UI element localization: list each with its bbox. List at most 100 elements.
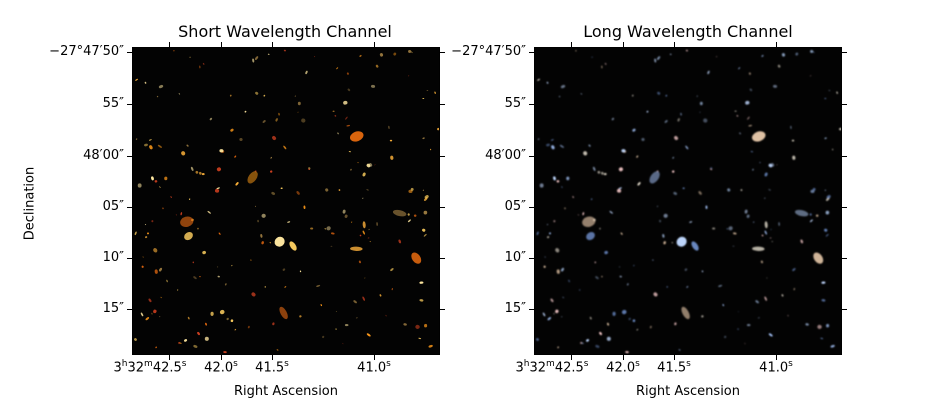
galaxy-source <box>391 287 394 291</box>
galaxy-source <box>159 186 161 188</box>
galaxy-source <box>586 339 590 342</box>
galaxy-source <box>403 323 407 326</box>
galaxy-source <box>771 240 773 243</box>
galaxy-source <box>673 191 678 195</box>
galaxy-source <box>787 314 789 317</box>
galaxy-source <box>551 145 555 150</box>
ra-tick-label: 41.0s <box>759 359 793 376</box>
galaxy-source <box>737 311 740 312</box>
ra-tick-top <box>374 42 375 47</box>
galaxy-source <box>699 101 703 106</box>
galaxy-source <box>680 112 682 116</box>
galaxy-source <box>287 221 291 223</box>
galaxy-source <box>559 144 564 148</box>
galaxy-source <box>749 88 753 92</box>
galaxy-source <box>370 84 376 88</box>
galaxy-source <box>374 164 376 166</box>
dec-tick-label: 15″ <box>504 301 526 316</box>
galaxy-source <box>556 269 560 274</box>
galaxy-source <box>740 189 743 191</box>
galaxy-source <box>279 306 288 320</box>
galaxy-source <box>289 241 297 251</box>
galaxy-source <box>824 189 827 191</box>
galaxy-source <box>618 266 621 268</box>
galaxy-source <box>710 167 713 170</box>
galaxy-source <box>607 322 609 326</box>
galaxy-source <box>166 279 169 283</box>
galaxy-source <box>216 167 221 172</box>
galaxy-source <box>792 268 796 272</box>
left-image-frame <box>132 47 440 355</box>
galaxy-source <box>151 176 154 181</box>
galaxy-source <box>636 328 639 331</box>
galaxy-source <box>349 131 364 142</box>
galaxy-source <box>202 250 206 255</box>
galaxy-source <box>342 342 344 345</box>
dec-tick-label: −27°47′50″ <box>49 44 124 59</box>
galaxy-source <box>555 309 559 314</box>
galaxy-source <box>592 166 596 172</box>
galaxy-source <box>805 323 809 326</box>
galaxy-source <box>768 163 773 168</box>
galaxy-source <box>426 90 429 91</box>
ra-tick-label: 41.5s <box>657 359 691 376</box>
galaxy-source <box>703 118 708 123</box>
galaxy-source <box>419 281 424 284</box>
dec-tick <box>529 104 534 105</box>
galaxy-source <box>759 161 761 164</box>
galaxy-source <box>154 269 158 274</box>
galaxy-source <box>376 222 378 226</box>
galaxy-source <box>178 341 181 345</box>
galaxy-source <box>430 148 432 151</box>
galaxy-source <box>331 232 335 235</box>
galaxy-source <box>769 237 772 239</box>
galaxy-source <box>209 117 213 121</box>
galaxy-source <box>601 65 603 69</box>
ra-tick-label: 42.0s <box>606 359 640 376</box>
galaxy-source <box>332 110 335 112</box>
galaxy-source <box>255 56 259 60</box>
galaxy-source <box>310 227 314 230</box>
galaxy-source <box>263 94 266 97</box>
galaxy-source <box>665 94 668 97</box>
galaxy-source <box>718 284 723 287</box>
galaxy-source <box>398 239 402 244</box>
galaxy-source <box>684 268 688 271</box>
galaxy-source <box>582 212 585 216</box>
galaxy-source <box>180 212 183 216</box>
galaxy-source <box>239 138 243 142</box>
galaxy-source <box>392 209 407 217</box>
galaxy-source <box>355 317 358 319</box>
galaxy-source <box>558 95 561 98</box>
galaxy-source <box>546 236 550 239</box>
galaxy-source <box>712 227 716 230</box>
galaxy-source <box>175 214 178 216</box>
galaxy-source <box>745 100 750 105</box>
galaxy-source <box>707 70 710 75</box>
galaxy-source <box>147 232 149 235</box>
galaxy-source <box>595 276 599 280</box>
galaxy-source <box>193 344 198 348</box>
galaxy-source <box>791 139 795 142</box>
left-sky-image <box>133 48 439 354</box>
galaxy-source <box>193 276 197 280</box>
galaxy-source <box>272 135 277 141</box>
galaxy-source <box>768 333 773 337</box>
galaxy-source <box>415 324 420 329</box>
galaxy-source <box>631 94 634 97</box>
galaxy-source <box>772 84 778 88</box>
galaxy-source <box>727 188 731 192</box>
galaxy-source <box>330 245 333 247</box>
galaxy-source <box>582 216 596 228</box>
galaxy-source <box>154 180 158 183</box>
galaxy-source <box>633 264 635 267</box>
galaxy-source <box>393 52 397 56</box>
galaxy-source <box>748 72 751 75</box>
ra-tick <box>674 355 675 360</box>
galaxy-source <box>612 311 616 316</box>
galaxy-source <box>251 292 256 297</box>
galaxy-source <box>343 100 348 105</box>
galaxy-source <box>685 49 688 52</box>
galaxy-source <box>736 115 739 117</box>
galaxy-source <box>337 132 339 135</box>
